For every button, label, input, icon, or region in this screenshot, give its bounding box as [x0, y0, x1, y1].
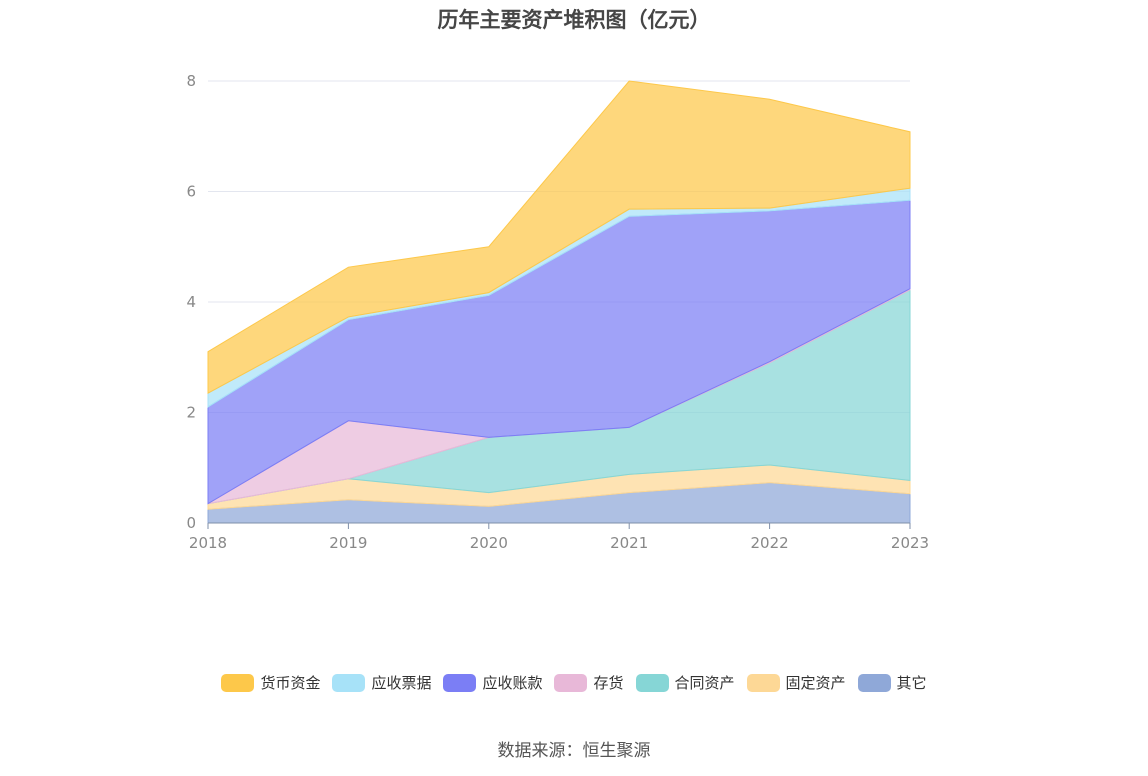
legend: 货币资金 应收票据 应收账款 存货 合同资产 固定资产 其它 [0, 672, 1148, 693]
legend-swatch [221, 673, 255, 692]
x-tick-label: 2022 [751, 534, 789, 552]
x-tick-label: 2019 [329, 534, 367, 552]
y-tick-label: 8 [186, 72, 196, 90]
legend-item[interactable]: 应收票据 [332, 672, 431, 693]
y-tick-label: 6 [186, 183, 196, 201]
x-tick-label: 2020 [470, 534, 508, 552]
axes: 0 2 4 6 8 2018 2019 2020 2021 2022 2023 [186, 72, 929, 552]
x-tick-label: 2021 [610, 534, 648, 552]
legend-label: 应收账款 [482, 674, 543, 692]
y-tick-label: 0 [186, 514, 196, 532]
legend-swatch [443, 673, 477, 692]
legend-item[interactable]: 货币资金 [221, 672, 320, 693]
x-tick-label: 2023 [891, 534, 929, 552]
legend-label: 其它 [896, 674, 927, 692]
area-series-货币资金 [207, 80, 911, 395]
chart-title: 历年主要资产堆积图（亿元） [437, 8, 711, 32]
legend-item[interactable]: 其它 [857, 672, 927, 693]
legend-swatch [746, 673, 780, 692]
legend-swatch [857, 673, 891, 692]
legend-label: 存货 [593, 674, 624, 692]
x-tick-label: 2018 [189, 534, 227, 552]
legend-label: 合同资产 [674, 674, 735, 692]
legend-swatch [554, 673, 588, 692]
legend-item[interactable]: 存货 [554, 672, 624, 693]
y-tick-label: 4 [186, 293, 196, 311]
legend-label: 货币资金 [260, 674, 321, 692]
legend-label: 固定资产 [785, 674, 846, 692]
legend-label: 应收票据 [371, 674, 432, 692]
legend-item[interactable]: 应收账款 [443, 672, 542, 693]
legend-swatch [332, 673, 366, 692]
data-source-note: 数据来源：恒生聚源 [497, 741, 651, 761]
legend-swatch [635, 673, 669, 692]
legend-item[interactable]: 合同资产 [635, 672, 735, 693]
area-series [207, 80, 911, 524]
y-tick-label: 2 [186, 404, 196, 422]
legend-item[interactable]: 固定资产 [746, 672, 846, 693]
